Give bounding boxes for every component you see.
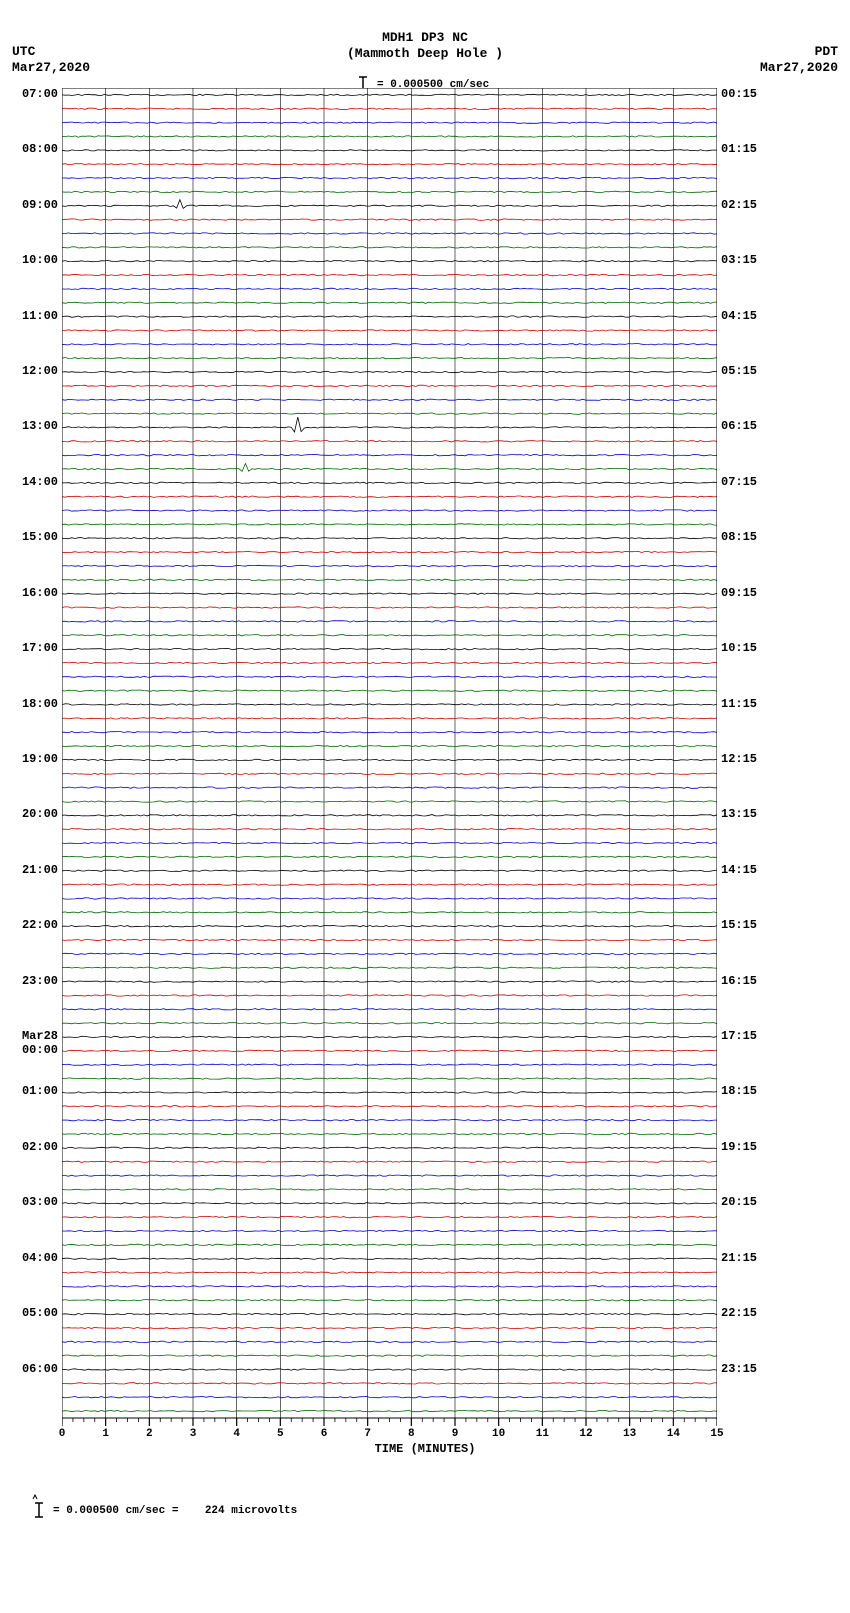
utc-time-label: 13:00	[22, 419, 58, 433]
pdt-time-label: 08:15	[721, 530, 757, 544]
utc-time-label: 07:00	[22, 87, 58, 101]
x-tick-label: 3	[190, 1428, 197, 1440]
utc-time-label: 02:00	[22, 1140, 58, 1154]
pdt-time-label: 23:15	[721, 1362, 757, 1376]
x-tick-label: 2	[146, 1428, 153, 1440]
pdt-time-label: 17:15	[721, 1029, 757, 1043]
pdt-time-label: 14:15	[721, 863, 757, 877]
utc-time-label: 14:00	[22, 475, 58, 489]
pdt-time-label: 04:15	[721, 309, 757, 323]
station-title-2: (Mammoth Deep Hole )	[0, 46, 850, 61]
utc-time-label: 11:00	[22, 309, 58, 323]
utc-time-label: 00:00	[22, 1043, 58, 1057]
pdt-time-label: 03:15	[721, 253, 757, 267]
pdt-time-label: 19:15	[721, 1140, 757, 1154]
x-tick-label: 10	[492, 1428, 505, 1440]
utc-time-label: 01:00	[22, 1084, 58, 1098]
x-tick-label: 5	[277, 1428, 284, 1440]
seismogram-wrapper: MDH1 DP3 NC (Mammoth Deep Hole ) UTC Mar…	[0, 0, 850, 1613]
x-tick-label: 6	[321, 1428, 328, 1440]
right-date: Mar27,2020	[760, 60, 838, 75]
pdt-time-label: 16:15	[721, 974, 757, 988]
pdt-time-label: 20:15	[721, 1195, 757, 1209]
utc-time-label: 23:00	[22, 974, 58, 988]
x-tick-label: 14	[667, 1428, 680, 1440]
pdt-time-label: 11:15	[721, 697, 757, 711]
utc-time-label: 12:00	[22, 364, 58, 378]
x-tick-label: 15	[710, 1428, 723, 1440]
utc-time-label: 16:00	[22, 586, 58, 600]
pdt-time-label: 09:15	[721, 586, 757, 600]
footer-scale: = 0.000500 cm/sec = 224 microvolts	[6, 1478, 297, 1530]
pdt-time-label: 05:15	[721, 364, 757, 378]
pdt-time-label: 10:15	[721, 641, 757, 655]
utc-time-label: 04:00	[22, 1251, 58, 1265]
left-date: Mar27,2020	[12, 60, 90, 75]
footer-text: = 0.000500 cm/sec = 224 microvolts	[46, 1505, 297, 1517]
utc-time-label: 20:00	[22, 807, 58, 821]
pdt-time-label: 22:15	[721, 1306, 757, 1320]
utc-time-label: 08:00	[22, 142, 58, 156]
left-tz: UTC	[12, 44, 35, 59]
pdt-time-label: 00:15	[721, 87, 757, 101]
pdt-time-label: 07:15	[721, 475, 757, 489]
x-tick-label: 13	[623, 1428, 636, 1440]
utc-time-label: 22:00	[22, 918, 58, 932]
station-title-1: MDH1 DP3 NC	[0, 30, 850, 45]
pdt-time-label: 06:15	[721, 419, 757, 433]
utc-time-label: 06:00	[22, 1362, 58, 1376]
utc-time-label: 09:00	[22, 198, 58, 212]
x-tick-label: 4	[233, 1428, 240, 1440]
pdt-time-label: 02:15	[721, 198, 757, 212]
utc-time-label: 15:00	[22, 530, 58, 544]
x-tick-label: 7	[364, 1428, 371, 1440]
pdt-time-label: 21:15	[721, 1251, 757, 1265]
x-axis-title: TIME (MINUTES)	[0, 1442, 850, 1456]
x-tick-label: 0	[59, 1428, 66, 1440]
pdt-time-label: 15:15	[721, 918, 757, 932]
pdt-time-label: 13:15	[721, 807, 757, 821]
utc-time-label: 03:00	[22, 1195, 58, 1209]
utc-time-label: Mar28	[22, 1029, 58, 1043]
utc-time-label: 10:00	[22, 253, 58, 267]
x-tick-label: 11	[536, 1428, 549, 1440]
x-tick-label: 1	[102, 1428, 109, 1440]
pdt-time-label: 12:15	[721, 752, 757, 766]
seismogram-plot	[62, 88, 717, 1438]
utc-time-label: 05:00	[22, 1306, 58, 1320]
x-tick-label: 9	[452, 1428, 459, 1440]
right-tz: PDT	[815, 44, 838, 59]
utc-time-label: 19:00	[22, 752, 58, 766]
pdt-time-label: 01:15	[721, 142, 757, 156]
pdt-time-label: 18:15	[721, 1084, 757, 1098]
utc-time-label: 18:00	[22, 697, 58, 711]
utc-time-label: 21:00	[22, 863, 58, 877]
utc-time-label: 17:00	[22, 641, 58, 655]
x-tick-label: 12	[579, 1428, 592, 1440]
x-tick-label: 8	[408, 1428, 415, 1440]
